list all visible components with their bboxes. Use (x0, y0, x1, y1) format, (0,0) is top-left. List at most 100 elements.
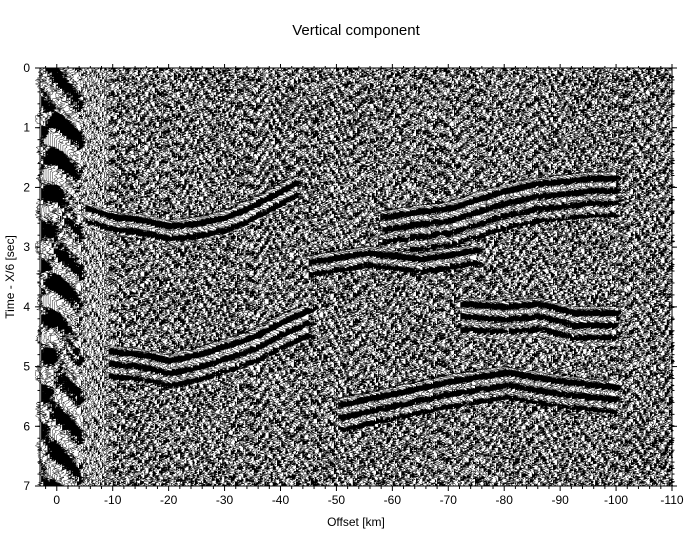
wiggle-trace (565, 67, 580, 487)
x-tick-label: -30 (216, 493, 234, 507)
wiggle-fill (125, 68, 133, 487)
wiggle-trace (190, 67, 205, 487)
wiggle-fill (121, 68, 127, 484)
y-tick-label: 7 (23, 479, 30, 493)
wiggle-fill (462, 69, 470, 481)
wiggle-fill (310, 68, 319, 486)
wiggle-fill (289, 68, 298, 487)
wiggle-fill (437, 68, 445, 485)
wiggle-fill (72, 68, 81, 487)
wiggle-fill (234, 68, 243, 486)
wiggle-fill (401, 68, 409, 485)
wiggle-fill (112, 68, 121, 486)
wiggle-fill (411, 70, 420, 484)
wiggle-fill (643, 72, 648, 486)
wiggle-fill (567, 69, 576, 486)
x-tick-label: -20 (160, 493, 178, 507)
wiggle-trace (338, 67, 353, 487)
x-tick-label: -70 (440, 493, 458, 507)
wiggle-fill (420, 71, 428, 486)
wiggle-trace (169, 67, 185, 487)
wiggle-fill (612, 73, 620, 486)
wiggle-fill (407, 68, 415, 486)
x-tick-label: 0 (53, 493, 60, 507)
wiggle-fill (477, 68, 485, 487)
wiggle-fill (603, 68, 611, 486)
wiggle-fill (182, 68, 190, 487)
wiggle-fill (169, 68, 177, 486)
wiggle-trace (646, 67, 657, 487)
wiggle-fill (390, 68, 399, 487)
wiggle-trace (380, 67, 395, 487)
wiggle-fill (262, 68, 269, 487)
wiggle-fill (534, 68, 542, 486)
wiggle-trace (666, 67, 677, 487)
wiggle-fill (658, 68, 663, 487)
wiggle-trace (416, 67, 431, 487)
wiggle-fill (544, 70, 552, 486)
wiggle-fill (384, 69, 392, 486)
wiggle-fill (397, 68, 405, 486)
x-tick-label: -90 (551, 493, 569, 507)
wiggle-trace (619, 67, 630, 487)
wiggle-fill (630, 72, 636, 486)
wiggle-fill (439, 68, 447, 486)
y-tick-label: 3 (23, 240, 30, 254)
wiggle-fill (670, 68, 676, 486)
wiggle-trace (97, 67, 111, 487)
wiggle-fill (165, 68, 173, 486)
wiggle-fill (201, 68, 209, 486)
y-tick-label: 2 (23, 180, 30, 194)
wiggle-fill (548, 68, 557, 487)
wiggle-fill (114, 68, 123, 487)
wiggle-fill (369, 68, 378, 485)
x-tick-label: -110 (660, 493, 683, 507)
wiggle-trace (580, 67, 595, 487)
wiggle-fill (647, 68, 653, 487)
wiggle-fill (272, 68, 281, 486)
wiggle-fill (81, 68, 84, 487)
wiggle-fill (635, 70, 640, 486)
wiggle-fill (232, 69, 241, 486)
x-axis-label: Offset [km] (327, 515, 385, 529)
x-tick-label: -60 (384, 493, 402, 507)
wiggle-trace (424, 67, 439, 487)
wiggle-trace (367, 67, 383, 487)
x-tick-label: -50 (328, 493, 346, 507)
wiggle-fill (106, 68, 111, 486)
wiggle-fill (178, 72, 186, 486)
wiggle-trace (561, 67, 576, 487)
wiggle-fill (144, 68, 152, 486)
y-tick-label: 4 (23, 300, 30, 314)
y-axis-label: Time - X/6 [sec] (3, 235, 17, 319)
wiggle-fill (574, 68, 582, 486)
wiggle-fill (76, 68, 85, 486)
wiggle-trace (653, 67, 663, 487)
wiggle-fill (496, 68, 504, 486)
wiggle-trace (131, 67, 146, 487)
wiggle-fill (215, 68, 224, 486)
wiggle-trace (275, 67, 289, 487)
wiggle-fill (287, 68, 294, 479)
wiggle-fill (110, 68, 118, 485)
x-tick-label: -40 (272, 493, 290, 507)
wiggle-fill (342, 68, 350, 486)
wiggle-fill (148, 68, 156, 486)
wiggle-trace (243, 67, 257, 487)
wiggle-fill (595, 68, 603, 486)
y-axis-ticks: 0 1 2 3 4 5 6 7 (23, 61, 677, 493)
wiggle-fill (175, 72, 184, 486)
wiggle-trace (644, 67, 655, 487)
wiggle-fill (523, 68, 531, 486)
wiggle-fill (264, 68, 272, 486)
wiggle-trace (228, 67, 243, 487)
wiggle-trace (406, 67, 420, 487)
wiggle-trace (458, 67, 473, 487)
wiggle-trace (369, 67, 384, 487)
wiggle-fill (405, 68, 413, 486)
wiggle-fill (515, 68, 523, 486)
wiggle-fill (388, 69, 397, 483)
wiggle-fill (60, 69, 68, 486)
wiggle-fill (336, 68, 344, 486)
wiggle-trace (165, 67, 180, 487)
